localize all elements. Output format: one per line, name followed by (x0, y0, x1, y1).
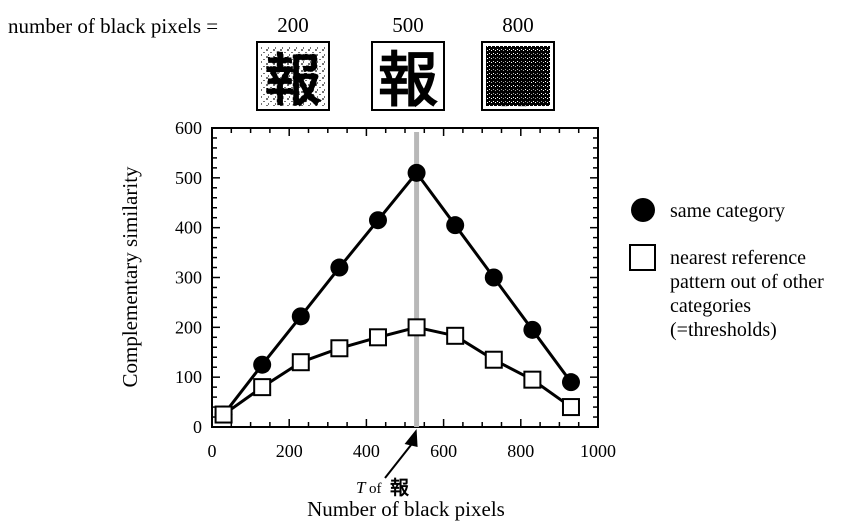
legend-label-thresholds-line-2: pattern out of other (670, 271, 824, 293)
sample-800: 800 報 (481, 13, 555, 116)
x-tick-label: 600 (430, 441, 457, 461)
annotation-label: T of 報 (356, 476, 410, 499)
series-1-point (291, 353, 310, 372)
series-1-point (407, 318, 426, 337)
sample-500-glyph: 報 (378, 46, 438, 116)
sample-500-value: 500 (392, 13, 424, 37)
header-label: number of black pixels = (8, 14, 218, 38)
x-tick-label: 1000 (580, 441, 616, 461)
series-0-point (330, 258, 349, 277)
legend-label-thresholds-line-4: (=thresholds) (670, 319, 777, 341)
legend-marker-thresholds (629, 244, 656, 271)
y-tick-label: 100 (175, 367, 202, 387)
legend-label-thresholds-line-1: nearest reference (670, 247, 806, 269)
series-layer (214, 163, 580, 424)
sample-500: 500 報 (371, 13, 445, 116)
series-0-point (368, 211, 387, 230)
x-tick-label: 0 (208, 441, 217, 461)
y-tick-label: 0 (193, 417, 202, 437)
sample-800-value: 800 (502, 13, 534, 37)
series-1-point (484, 350, 503, 369)
series-1-point (523, 370, 542, 389)
series-0-point (523, 320, 542, 339)
series-0-point (446, 216, 465, 235)
x-tick-label: 800 (507, 441, 534, 461)
series-1-point (561, 398, 580, 417)
series-line-0 (222, 171, 573, 416)
sample-200-texture (261, 46, 325, 106)
x-axis-title: Number of black pixels (307, 497, 505, 521)
series-0-point (253, 355, 272, 374)
series-0-point (291, 307, 310, 326)
series-1-point (446, 326, 465, 345)
sample-500-frame (371, 41, 445, 111)
annotation-glyph: 報 (390, 476, 410, 499)
plot-frame: 0 200 400 600 800 1000 0 100 200 300 400 500 600 (175, 118, 616, 461)
sample-800-glyph: 報 (488, 46, 548, 116)
series-0-point (484, 268, 503, 287)
y-tick-label: 500 (175, 168, 202, 188)
y-tick-label: 300 (175, 268, 202, 288)
sample-200-glyph: 報 (265, 49, 321, 114)
legend-marker-same-category (631, 198, 655, 222)
sample-200-value: 200 (277, 13, 309, 37)
series-0-point (407, 163, 426, 182)
sample-200: 200 報 (256, 13, 330, 115)
annotation-arrow-head (404, 429, 418, 447)
sample-800-texture (486, 46, 550, 106)
y-tick-label: 200 (175, 317, 202, 337)
legend-label-same-category: same category (670, 200, 785, 222)
series-1-point (368, 328, 387, 347)
annotation-arrow-shaft (384, 442, 414, 479)
x-tick-label: 200 (276, 441, 303, 461)
y-axis-title: Complementary similarity (118, 166, 142, 388)
y-tick-label: 600 (175, 118, 202, 138)
annotation-text: of (369, 481, 382, 497)
series-line-1 (222, 325, 572, 416)
x-tick-label: 400 (353, 441, 380, 461)
series-1-point (214, 405, 233, 424)
series-1-point (330, 339, 349, 358)
y-tick-label: 400 (175, 218, 202, 238)
series-0-point (561, 373, 580, 392)
legend: same category nearest reference pattern … (629, 198, 824, 341)
series-1-point (253, 378, 272, 397)
legend-label-thresholds-line-3: categories (670, 295, 751, 317)
annotation-prefix: T (356, 478, 367, 497)
